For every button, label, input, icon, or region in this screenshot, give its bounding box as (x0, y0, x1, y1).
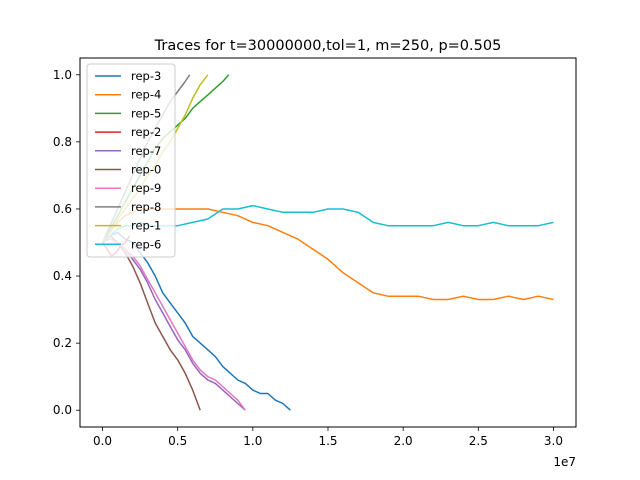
x-tick-label: 0.0 (93, 434, 112, 448)
x-tick-label: 2.0 (394, 434, 413, 448)
chart-title: Traces for t=30000000,tol=1, m=250, p=0.… (154, 38, 502, 54)
legend-label-rep-8: rep-8 (131, 200, 161, 214)
x-axis: 0.0 0.5 1.0 1.5 2.0 2.5 3.0 (93, 427, 563, 448)
x-tick-label: 1.5 (318, 434, 337, 448)
x-tick-label: 2.5 (469, 434, 488, 448)
y-tick-label: 0.2 (53, 336, 72, 350)
legend-label-rep-4: rep-4 (131, 88, 161, 102)
legend-label-rep-3: rep-3 (131, 69, 161, 83)
legend-label-rep-5: rep-5 (131, 106, 161, 120)
legend-label-rep-7: rep-7 (131, 144, 161, 158)
y-tick-label: 0.0 (53, 403, 72, 417)
x-offset-label: 1e7 (553, 455, 576, 469)
x-tick-label: 3.0 (544, 434, 563, 448)
y-tick-label: 0.8 (53, 135, 72, 149)
legend-box (86, 63, 176, 258)
legend-label-rep-1: rep-1 (131, 219, 161, 233)
legend-label-rep-6: rep-6 (131, 237, 161, 251)
legend-label-rep-2: rep-2 (131, 125, 161, 139)
y-tick-label: 0.4 (53, 269, 72, 283)
y-tick-label: 1.0 (53, 68, 72, 82)
legend: rep-3 rep-4 rep-5 rep-2 rep-7 rep-0 rep-9 rep-8… (86, 63, 176, 258)
y-axis: 0.0 0.2 0.4 0.6 0.8 1.0 (53, 68, 80, 417)
y-tick-label: 0.6 (53, 202, 72, 216)
x-tick-label: 0.5 (168, 434, 187, 448)
legend-label-rep-0: rep-0 (131, 163, 161, 177)
legend-label-rep-9: rep-9 (131, 181, 161, 195)
x-tick-label: 1.0 (243, 434, 262, 448)
